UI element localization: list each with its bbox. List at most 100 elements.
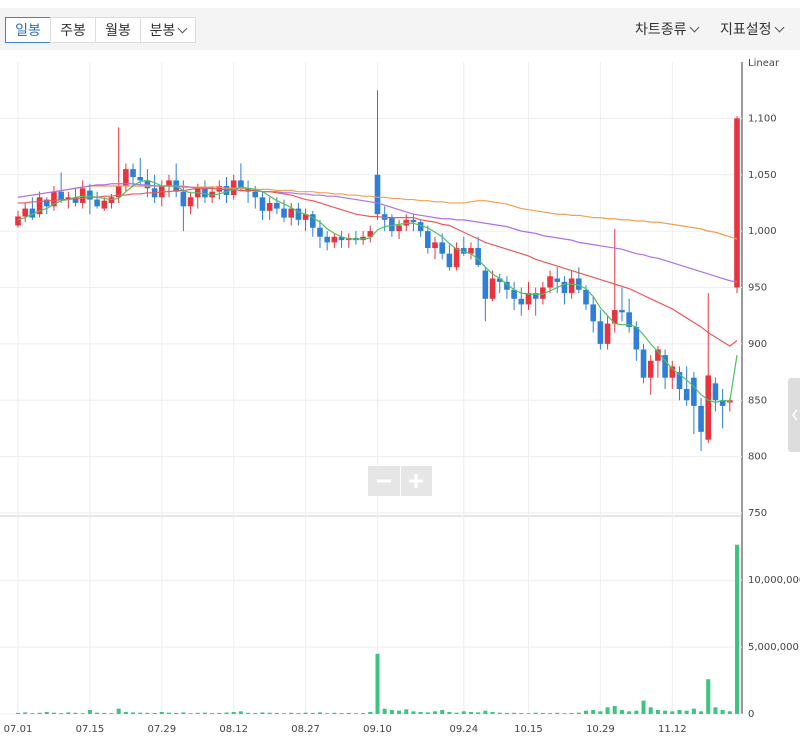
y-tick-label: 900	[748, 339, 767, 350]
candle-body	[540, 287, 546, 299]
volume-bar	[677, 709, 682, 714]
volume-bar	[102, 712, 107, 714]
volume-bar	[648, 707, 653, 714]
volume-bar	[174, 712, 179, 714]
volume-bar	[433, 711, 438, 714]
candle-body	[590, 304, 596, 322]
volume-bar	[476, 712, 481, 714]
candle-body	[532, 293, 539, 299]
volume-bar	[519, 713, 524, 714]
volume-bar	[109, 713, 114, 714]
candle-body	[317, 227, 323, 237]
candle-body	[597, 321, 604, 344]
moving-average-line	[17, 185, 738, 240]
candle-body	[309, 214, 316, 228]
volume-bar	[87, 709, 92, 714]
candle-body	[151, 188, 158, 198]
candle-body	[647, 360, 654, 378]
chart-type-menu[interactable]: 차트종류	[635, 17, 699, 43]
candle-body	[611, 310, 618, 324]
candle-body	[295, 208, 302, 220]
candle-body	[626, 312, 632, 327]
volume-bar	[627, 711, 632, 714]
volume-bar	[51, 712, 56, 714]
volume-bar	[418, 711, 423, 714]
x-tick-label: 08.12	[219, 724, 248, 735]
x-tick-label: 08.27	[291, 724, 320, 735]
tab-monthly[interactable]: 월봉	[95, 17, 141, 43]
candle-body	[79, 188, 86, 203]
zoom-out[interactable]	[368, 466, 400, 496]
volume-bar	[713, 707, 718, 714]
candle-body	[108, 197, 115, 203]
y-tick-label: 10,000,000	[748, 575, 800, 586]
candle-body	[468, 248, 474, 254]
volume-bar	[569, 712, 574, 714]
chevron	[177, 23, 188, 34]
candle-body	[94, 199, 100, 207]
candle-body	[159, 186, 165, 198]
volume-bar	[605, 707, 610, 714]
x-tick-label: 09.24	[449, 724, 478, 735]
candle-body	[252, 191, 259, 198]
y-tick-label: 950	[748, 283, 767, 294]
candle-body	[525, 293, 532, 305]
volume-bar	[202, 712, 207, 714]
zoom-in[interactable]	[401, 466, 432, 496]
candle-body	[51, 191, 57, 207]
indicator-menu[interactable]: 지표설정	[720, 17, 784, 43]
chevron	[689, 22, 699, 33]
candle-body	[173, 180, 179, 192]
side-tab[interactable]	[788, 378, 800, 452]
volume-bar	[389, 709, 394, 714]
candle-body	[518, 298, 525, 305]
volume-bar	[44, 711, 49, 714]
volume-bar	[317, 712, 322, 714]
volume-bar	[195, 712, 200, 714]
candle-body	[417, 222, 424, 232]
volume-bar	[555, 712, 560, 714]
candle-body	[576, 278, 582, 290]
tab-weekly[interactable]: 주봉	[50, 17, 96, 43]
candle-body	[87, 190, 93, 200]
volume-bar	[123, 711, 128, 714]
volume-bar	[282, 713, 287, 714]
volume-bar	[260, 712, 265, 714]
candle-body	[144, 180, 151, 189]
moving-average-line	[17, 183, 738, 283]
volume-bar	[246, 712, 251, 714]
candle-body	[381, 214, 388, 220]
volume-bar	[720, 709, 725, 714]
candle-body	[29, 208, 36, 218]
volume-bar	[598, 711, 603, 714]
volume-bar	[375, 653, 380, 714]
candle-body	[331, 236, 338, 243]
volume-bar	[267, 712, 272, 714]
volume-bar	[591, 709, 596, 714]
candle-body	[669, 366, 676, 378]
volume-bar	[526, 713, 531, 714]
volume-bar	[576, 712, 581, 714]
tab-minute[interactable]: 분봉	[140, 17, 196, 43]
volume-bar	[16, 712, 20, 714]
tab-daily[interactable]: 일봉	[5, 17, 51, 43]
volume-bar	[497, 712, 502, 714]
candle-body	[101, 200, 108, 209]
candle-body	[43, 199, 50, 207]
volume-bar	[131, 712, 136, 714]
candle-body	[360, 236, 366, 241]
volume-bar	[641, 700, 646, 714]
candle-body	[504, 281, 510, 290]
y-tick-label: 1,050	[748, 170, 777, 181]
candle-body	[180, 191, 187, 207]
volume-bar	[289, 712, 294, 714]
x-tick-label: 07.01	[4, 724, 33, 735]
candle-body	[194, 188, 201, 198]
volume-bar	[540, 712, 545, 714]
candle-body	[432, 242, 438, 249]
candle-body	[345, 237, 352, 241]
volume-bar	[397, 710, 402, 714]
volume-bar	[159, 711, 164, 714]
candle-body	[58, 191, 64, 200]
